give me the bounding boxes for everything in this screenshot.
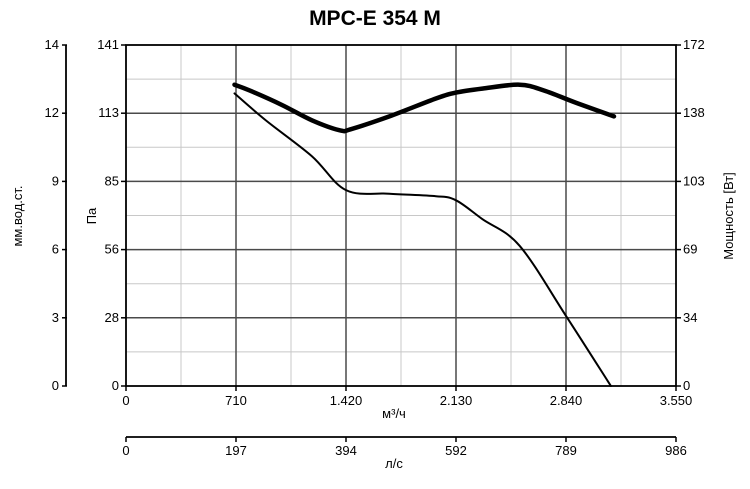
y-left-outer-tick-label: 3 [52,310,59,325]
x-tick-label: 710 [225,393,247,408]
y-left-outer-tick-label: 12 [45,105,59,120]
y-left-tick-label: 85 [105,173,119,188]
pressure-curve [233,92,612,387]
power-curve [232,82,617,134]
chart-title: MPC-E 354 M [309,7,441,30]
y-right-axis-label: Мощность [Вт] [721,172,736,260]
x-secondary-tick-label: 0 [122,443,129,458]
y-left-outer-axis-label: мм.вод.ст. [10,185,25,246]
y-right-tick-label: 69 [683,242,697,257]
y-left-tick-label: 28 [105,310,119,325]
y-left-tick-label: 56 [105,242,119,257]
x-tick-label: 2.130 [440,393,473,408]
y-right-tick-label: 34 [683,310,697,325]
x-tick-label: 2.840 [550,393,583,408]
x-axis-label: м³/ч [382,406,406,421]
y-left-outer-tick-label: 0 [52,378,59,393]
y-left-outer-tick-label: 6 [52,242,59,257]
y-left-tick-label: 141 [97,37,119,52]
x-secondary-tick-label: 789 [555,443,577,458]
y-left-axis-label: Па [84,207,99,224]
x-tick-label: 3.550 [660,393,693,408]
grid [126,45,676,386]
y-left-tick-label: 0 [112,378,119,393]
plot-frame [125,44,677,387]
y-right-tick-label: 138 [683,105,705,120]
y-right-tick-label: 103 [683,173,705,188]
y-left-outer-tick-label: 14 [45,37,59,52]
y-right-tick-label: 172 [683,37,705,52]
y-left-outer-tick-label: 9 [52,173,59,188]
x-tick-label: 0 [122,393,129,408]
x-secondary-tick-label: 592 [445,443,467,458]
y-left-tick-label: 113 [98,105,119,120]
x-tick-label: 1.420 [330,393,363,408]
y-right-tick-label: 0 [683,378,690,393]
x-secondary-tick-label: 394 [335,443,357,458]
x-secondary-tick-label: 986 [665,443,687,458]
x-secondary-axis-label: л/с [385,456,403,471]
x-secondary-tick-label: 197 [225,443,247,458]
